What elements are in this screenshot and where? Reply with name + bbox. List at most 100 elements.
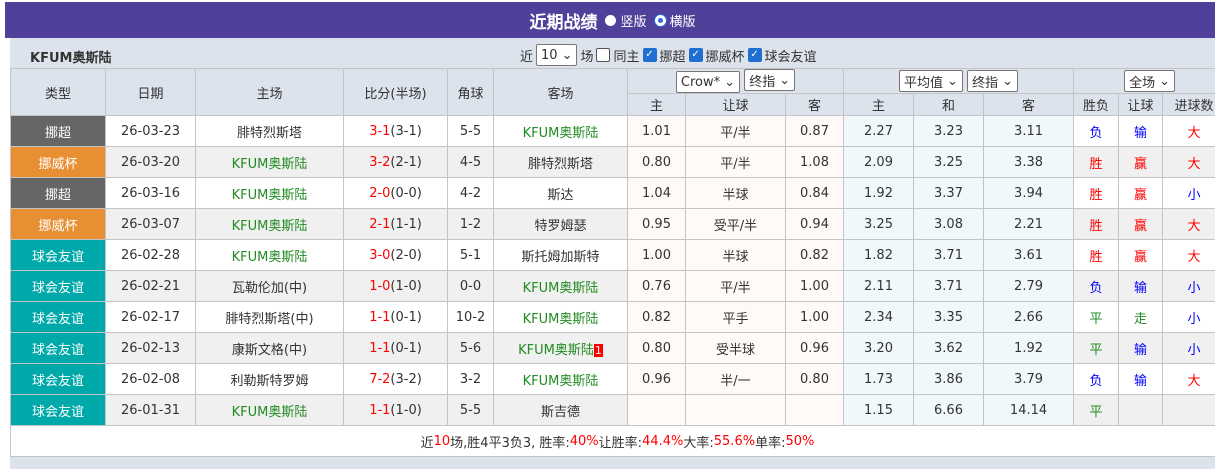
odds-away: 0.80 [786,364,844,395]
subheader-avg-away: 客 [984,94,1074,116]
away-team[interactable]: 斯托姆加斯特 [494,240,628,271]
match-type[interactable]: 球会友谊 [11,271,106,302]
filter-prefix: 近 [520,46,533,65]
home-team[interactable]: 腓特烈斯塔 [196,116,344,147]
match-date: 26-02-08 [106,364,196,395]
eliteserien-checkbox[interactable]: ✓ [643,48,657,62]
corner-count: 5-5 [448,395,494,426]
avg-away: 3.11 [984,116,1074,147]
away-team-name: KFUM奥斯陆 [523,126,599,141]
subheader-avg-home: 主 [844,94,914,116]
avg-home: 3.20 [844,333,914,364]
avg-away: 3.61 [984,240,1074,271]
away-team[interactable]: KFUM奥斯陆1 [494,333,628,364]
header-score: 比分(半场) [344,69,448,116]
corner-count: 4-5 [448,147,494,178]
match-score[interactable]: 7-2(3-2) [344,364,448,395]
home-team[interactable]: 腓特烈斯塔(中) [196,302,344,333]
full-score: 3-0 [369,248,390,263]
avg-type-select[interactable]: 终指⌄ [967,70,1018,92]
away-team[interactable]: 腓特烈斯塔 [494,147,628,178]
avg-home: 1.15 [844,395,914,426]
home-team[interactable]: KFUM奥斯陆 [196,147,344,178]
chevron-down-icon: ⌄ [779,73,790,88]
home-team[interactable]: KFUM奥斯陆 [196,240,344,271]
odds-handicap: 平/半 [686,271,786,302]
match-type[interactable]: 挪超 [11,178,106,209]
corner-count: 5-5 [448,116,494,147]
corner-count: 0-0 [448,271,494,302]
avg-home: 2.27 [844,116,914,147]
match-score[interactable]: 3-0(2-0) [344,240,448,271]
match-score[interactable]: 2-1(1-1) [344,209,448,240]
home-team[interactable]: KFUM奥斯陆 [196,178,344,209]
match-type[interactable]: 挪超 [11,116,106,147]
match-score[interactable]: 2-0(0-0) [344,178,448,209]
chevron-down-icon: ⌄ [1002,74,1013,89]
company-select[interactable]: Crow*⌄ [676,71,740,93]
home-team[interactable]: KFUM奥斯陆 [196,395,344,426]
header-home: 主场 [196,69,344,116]
summary-part: 40% [570,434,599,449]
match-count-select[interactable]: 10⌄ [536,44,577,66]
match-score[interactable]: 1-1(1-0) [344,395,448,426]
away-team[interactable]: 特罗姆瑟 [494,209,628,240]
match-date: 26-02-17 [106,302,196,333]
away-team[interactable]: KFUM奥斯陆 [494,271,628,302]
match-type[interactable]: 球会友谊 [11,395,106,426]
corner-count: 10-2 [448,302,494,333]
radio-icon [605,15,616,26]
match-type[interactable]: 球会友谊 [11,333,106,364]
avg-select[interactable]: 平均值⌄ [899,70,963,92]
period-select[interactable]: 全场⌄ [1124,70,1175,92]
match-date: 26-01-31 [106,395,196,426]
avg-home: 1.92 [844,178,914,209]
team-name: KFUM奥斯陆 [30,47,111,66]
match-type[interactable]: 球会友谊 [11,364,106,395]
away-team[interactable]: 斯达 [494,178,628,209]
handicap-result: 输 [1119,333,1163,364]
match-type[interactable]: 球会友谊 [11,240,106,271]
norway-cup-checkbox[interactable]: ✓ [689,48,703,62]
over-under-result: 大 [1163,116,1215,147]
half-score: (0-1) [390,341,421,356]
match-score[interactable]: 1-1(0-1) [344,302,448,333]
footer-bar [10,457,1215,469]
view-vertical-radio[interactable]: 竖版 [605,11,646,30]
match-score[interactable]: 1-0(1-0) [344,271,448,302]
home-team[interactable]: 康斯文格(中) [196,333,344,364]
match-type[interactable]: 球会友谊 [11,302,106,333]
away-team[interactable]: KFUM奥斯陆 [494,364,628,395]
half-score: (0-0) [390,186,421,201]
friendly-checkbox[interactable]: ✓ [748,48,762,62]
avg-away: 3.94 [984,178,1074,209]
avg-home: 3.25 [844,209,914,240]
corner-count: 1-2 [448,209,494,240]
match-score[interactable]: 3-1(3-1) [344,116,448,147]
corner-count: 5-6 [448,333,494,364]
home-team[interactable]: KFUM奥斯陆 [196,209,344,240]
subheader-handicap-result: 让球 [1119,94,1163,116]
full-score: 2-0 [369,186,390,201]
match-score[interactable]: 3-2(2-1) [344,147,448,178]
same-home-checkbox[interactable] [596,48,610,62]
away-team[interactable]: 斯吉德 [494,395,628,426]
away-team[interactable]: KFUM奥斯陆 [494,302,628,333]
match-type[interactable]: 挪威杯 [11,209,106,240]
team-filter-row: KFUM奥斯陆 近 10⌄ 场 同主 ✓挪超 ✓挪威杯 ✓球会友谊 [10,38,1215,68]
company-value: Crow* [681,75,720,90]
match-score[interactable]: 1-1(0-1) [344,333,448,364]
home-team[interactable]: 利勒斯特罗姆 [196,364,344,395]
odds-away: 1.00 [786,271,844,302]
view-horizontal-radio[interactable]: 横版 [655,11,696,30]
over-under-result: 小 [1163,178,1215,209]
subheader-odds-handicap: 让球 [686,94,786,116]
match-type[interactable]: 挪威杯 [11,147,106,178]
away-team[interactable]: KFUM奥斯陆 [494,116,628,147]
odds-type-select[interactable]: 终指⌄ [744,69,795,91]
odds-away: 0.96 [786,333,844,364]
home-team[interactable]: 瓦勒伦加(中) [196,271,344,302]
